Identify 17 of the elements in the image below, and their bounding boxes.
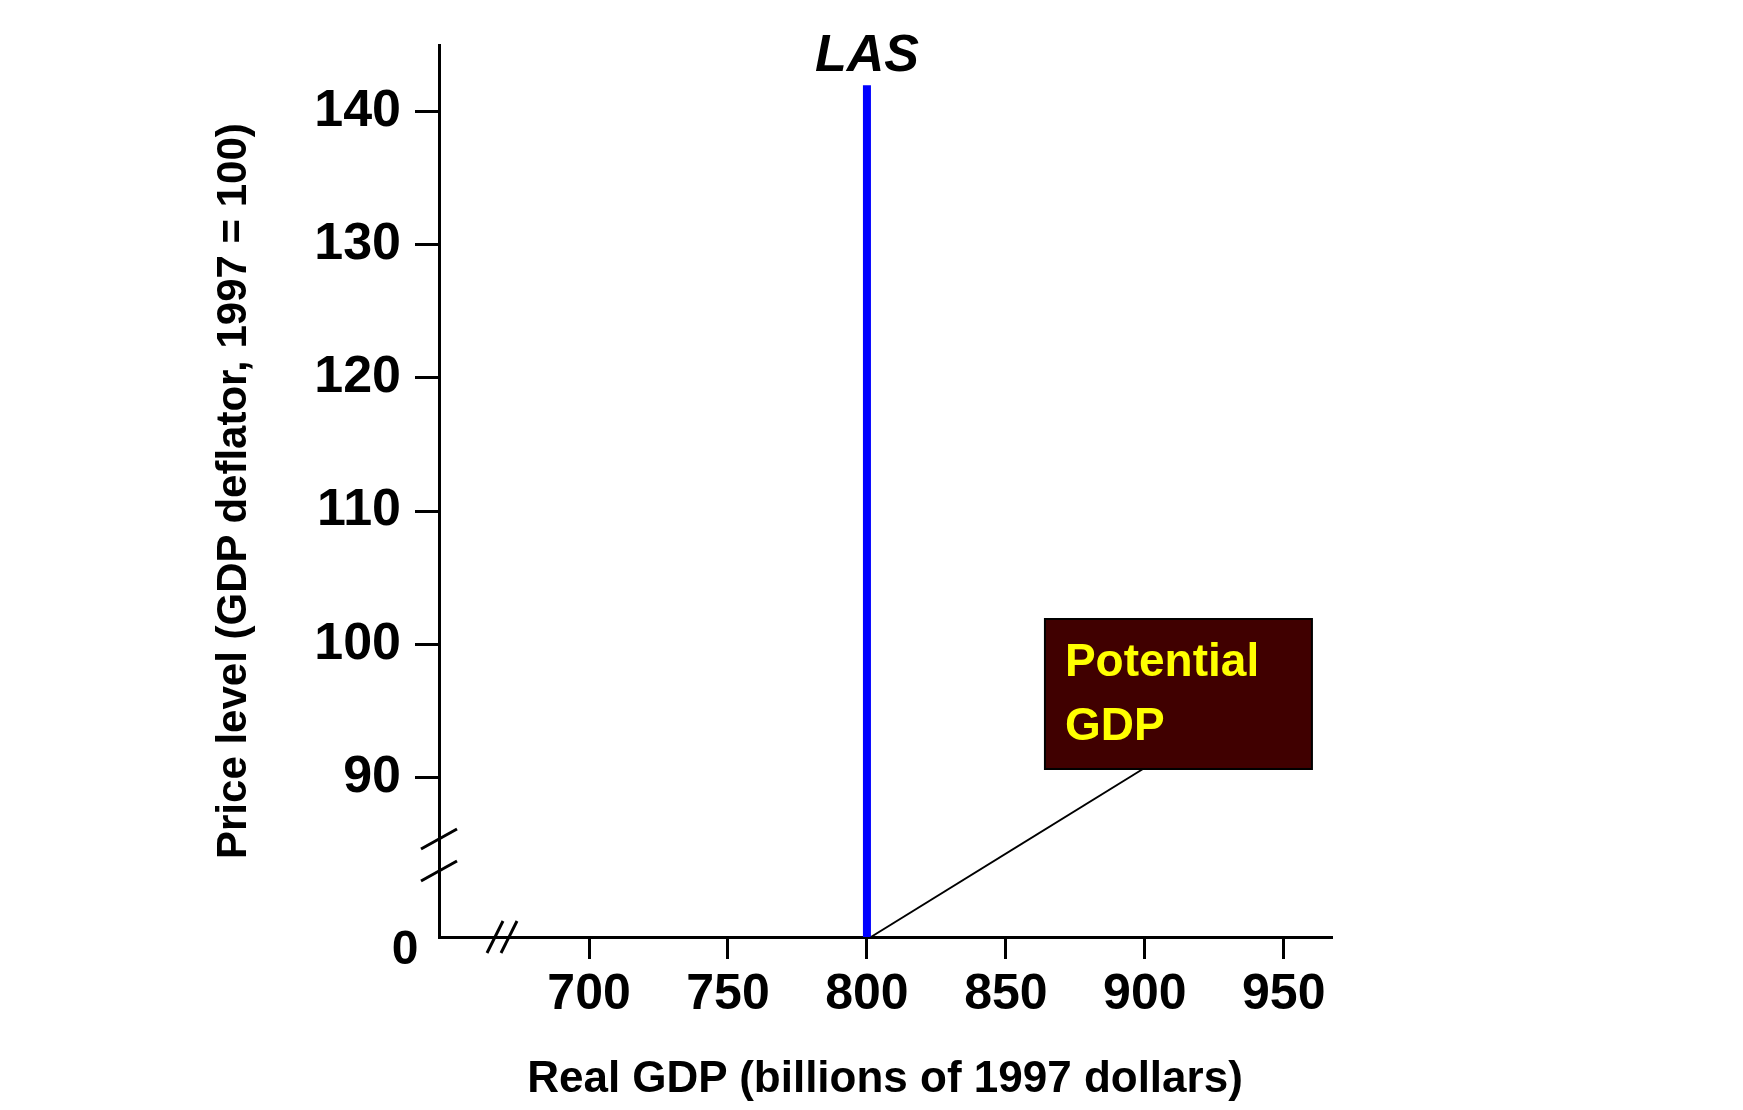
annotation: Potential GDP bbox=[1064, 633, 1260, 750]
y-tick-label: 100 bbox=[314, 611, 401, 670]
y-tick-label: 120 bbox=[314, 345, 401, 404]
x-tick-label: 950 bbox=[1242, 963, 1326, 1020]
x-axis-title: Real GDP (billions of 1997 dollars) bbox=[527, 1051, 1243, 1101]
x-tick-label: 700 bbox=[547, 963, 631, 1020]
x-tick-label: 900 bbox=[1103, 963, 1187, 1020]
y-tick-label: 130 bbox=[314, 212, 401, 271]
x-tick-label: 750 bbox=[686, 963, 770, 1020]
x-tick-label: 800 bbox=[825, 963, 909, 1020]
text: 0 bbox=[391, 921, 419, 975]
y-tick-label: 140 bbox=[314, 79, 401, 138]
series-label: LAS bbox=[814, 24, 920, 83]
y-tick-label: 110 bbox=[317, 478, 401, 537]
y-axis-title: Price level (GDP deflator, 1997 = 100) bbox=[207, 123, 255, 860]
x-tick-label: 850 bbox=[964, 963, 1048, 1020]
y-tick-label: 90 bbox=[343, 744, 401, 803]
